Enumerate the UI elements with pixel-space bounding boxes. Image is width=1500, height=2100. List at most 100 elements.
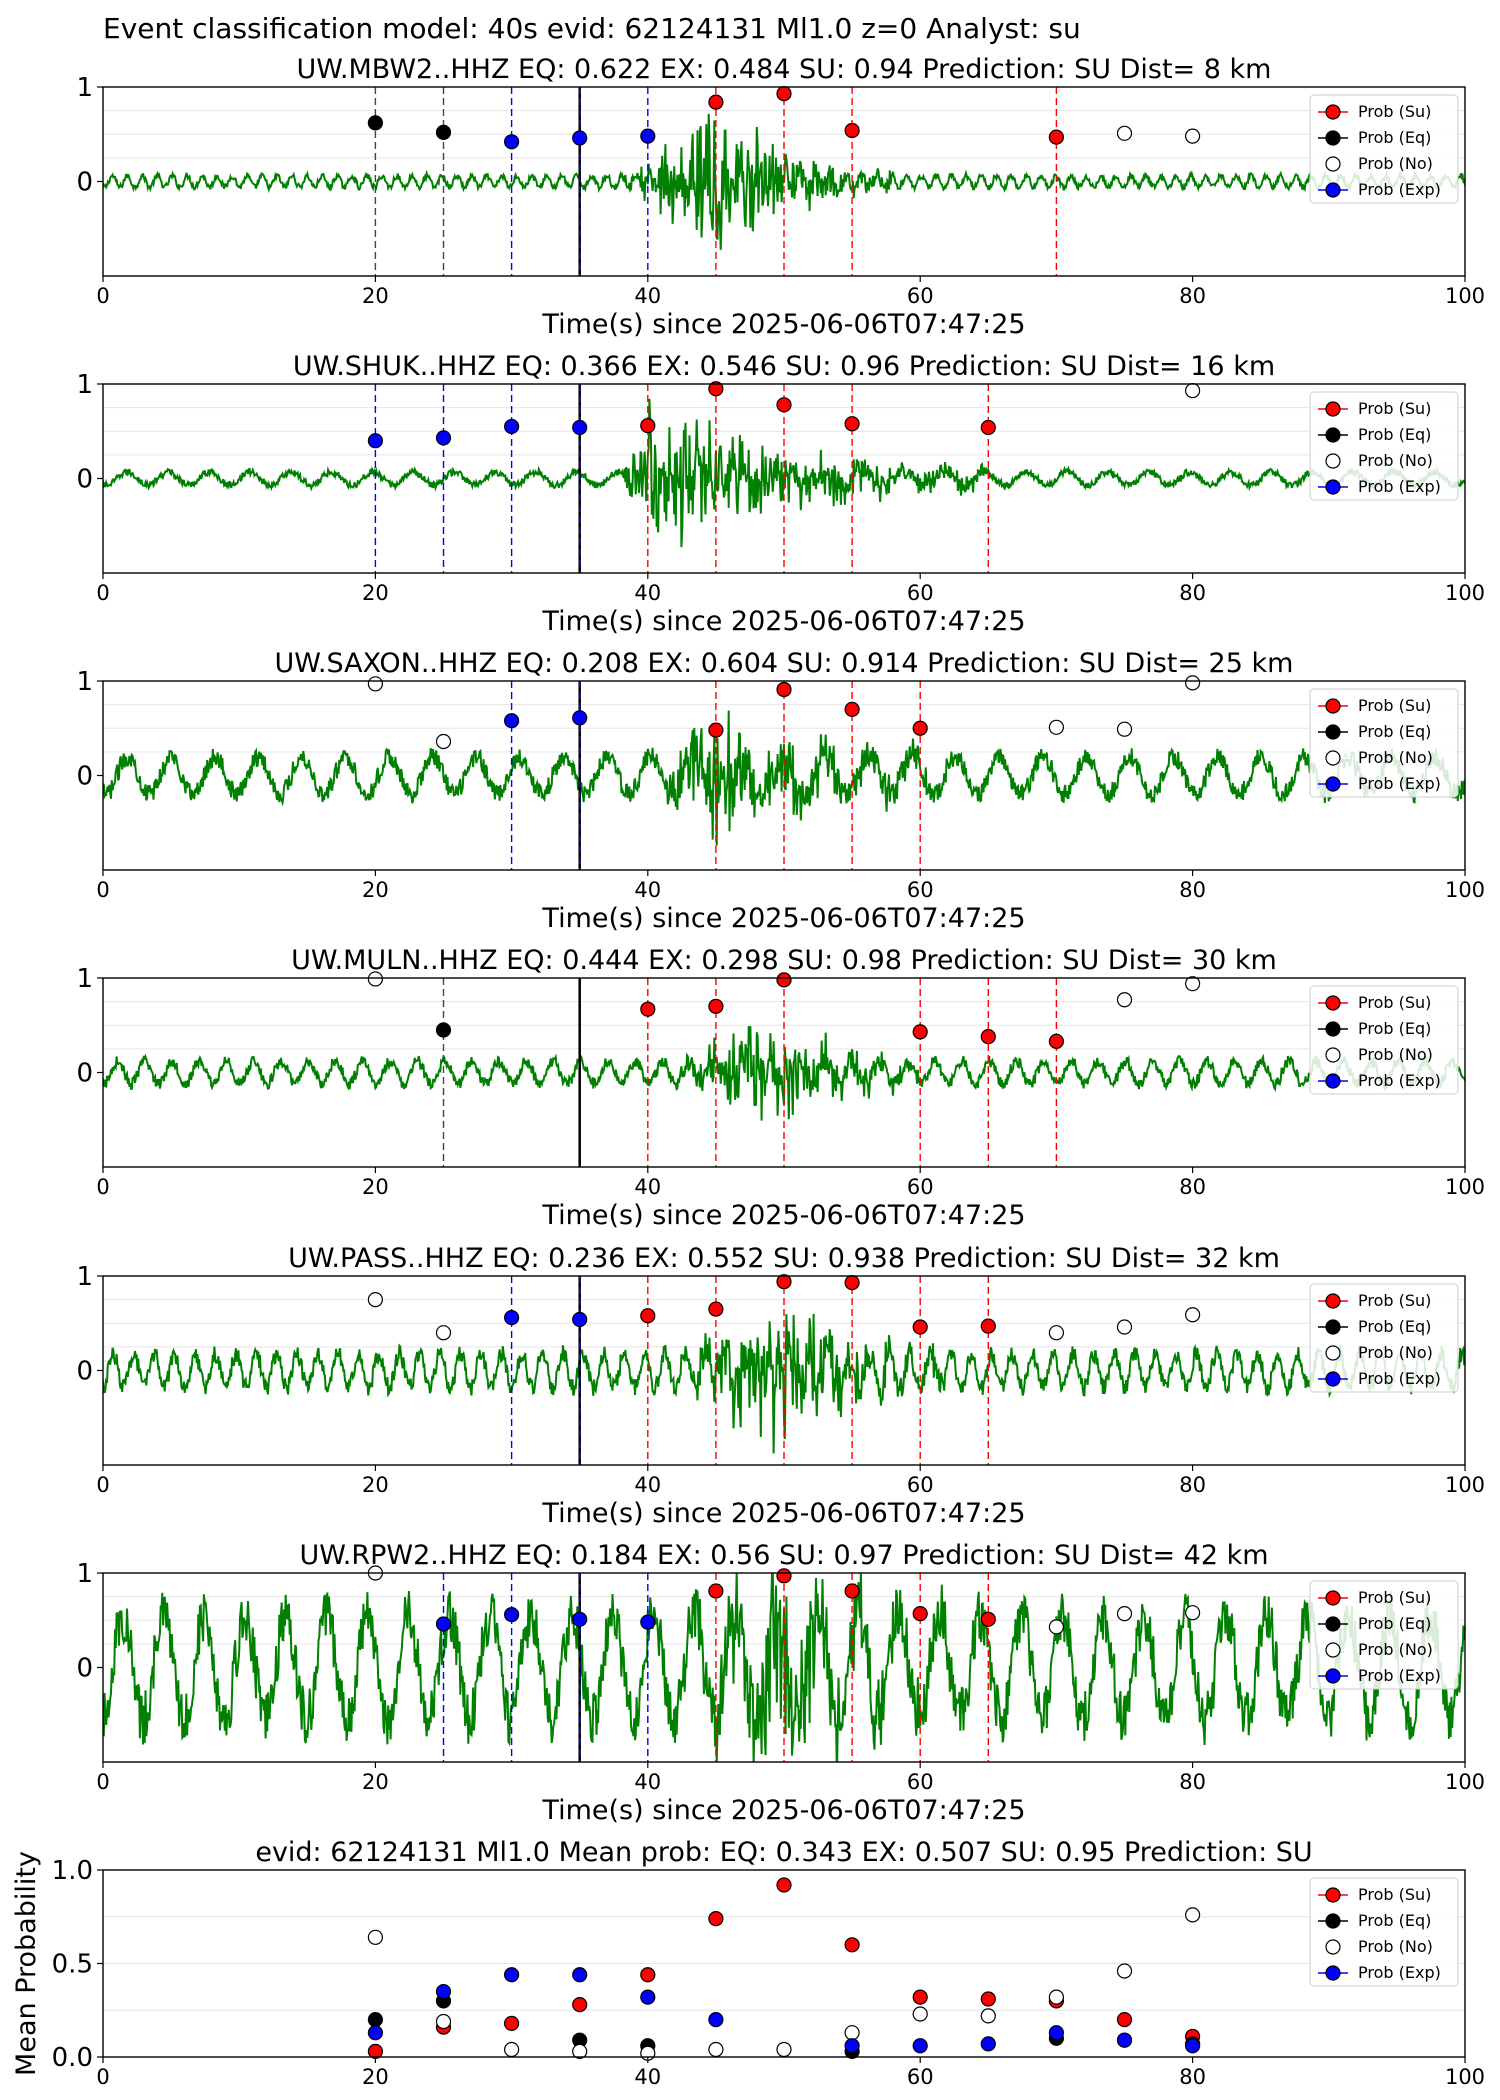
point-no bbox=[912, 2006, 928, 2022]
legend-label: Prob (Exp) bbox=[1358, 1666, 1441, 1685]
y-tick-label: 0.5 bbox=[52, 1950, 93, 1980]
point-su bbox=[776, 1568, 792, 1584]
x-tick-label: 20 bbox=[362, 581, 389, 605]
point-no bbox=[367, 1292, 383, 1308]
point-no bbox=[1116, 1963, 1133, 1979]
legend-label: Prob (No) bbox=[1358, 154, 1433, 173]
legend-label: Prob (Exp) bbox=[1358, 1369, 1441, 1388]
y-tick-label: 0.0 bbox=[52, 2043, 93, 2073]
legend-box bbox=[1309, 688, 1459, 798]
legend-label: Prob (Exp) bbox=[1358, 1963, 1441, 1982]
point-su bbox=[844, 1937, 860, 1953]
x-tick-label: 60 bbox=[907, 1175, 934, 1199]
legend-marker bbox=[1325, 724, 1341, 740]
x-tick-label: 100 bbox=[1445, 878, 1485, 902]
panel-title: UW.MULN..HHZ EQ: 0.444 EX: 0.298 SU: 0.9… bbox=[291, 945, 1277, 976]
point-exp bbox=[504, 713, 520, 729]
point-su bbox=[776, 681, 792, 698]
point-su bbox=[776, 972, 792, 988]
point-no bbox=[1184, 383, 1201, 399]
legend: Prob (Su) Prob (Eq) Prob (No) Prob (Exp) bbox=[1309, 1580, 1459, 1690]
legend-marker bbox=[1325, 1047, 1341, 1063]
y-tick-label: 1.0 bbox=[52, 1856, 93, 1886]
point-no bbox=[1116, 992, 1133, 1008]
plot-area bbox=[103, 681, 1465, 870]
x-tick-label: 80 bbox=[1179, 1175, 1206, 1199]
point-eq bbox=[367, 2011, 383, 2028]
legend-label: Prob (Su) bbox=[1358, 993, 1431, 1012]
point-exp bbox=[572, 1311, 588, 1328]
legend-label: Prob (Su) bbox=[1358, 696, 1431, 715]
x-tick-label: 100 bbox=[1445, 1770, 1485, 1794]
legend-label: Prob (No) bbox=[1358, 1937, 1433, 1956]
point-no bbox=[1116, 721, 1133, 737]
x-tick-label: 40 bbox=[634, 581, 661, 605]
legend-label: Prob (Exp) bbox=[1358, 1071, 1441, 1090]
x-tick-label: 20 bbox=[362, 284, 389, 308]
point-su bbox=[1048, 1033, 1065, 1049]
point-su bbox=[1048, 129, 1065, 145]
x-tick-label: 60 bbox=[907, 284, 934, 308]
legend-marker bbox=[1325, 1590, 1341, 1606]
legend-label: Prob (No) bbox=[1358, 1640, 1433, 1659]
x-tick-label: 40 bbox=[634, 1175, 661, 1199]
point-no bbox=[435, 2013, 452, 2030]
plot-area bbox=[103, 1276, 1465, 1465]
x-tick-label: 100 bbox=[1445, 1473, 1485, 1497]
point-no bbox=[708, 2041, 724, 2058]
point-exp bbox=[1116, 2032, 1133, 2048]
point-exp bbox=[504, 1309, 520, 1326]
legend-box bbox=[1309, 1580, 1459, 1690]
legend-marker bbox=[1325, 401, 1341, 417]
point-no bbox=[1048, 719, 1065, 735]
legend-marker bbox=[1325, 130, 1341, 146]
point-exp bbox=[435, 1983, 452, 2000]
point-exp bbox=[504, 134, 520, 150]
point-su bbox=[844, 701, 860, 717]
x-tick-label: 100 bbox=[1445, 284, 1485, 308]
plot-area bbox=[103, 384, 1465, 573]
panel-title: UW.RPW2..HHZ EQ: 0.184 EX: 0.56 SU: 0.97… bbox=[299, 1540, 1268, 1571]
point-su bbox=[776, 397, 792, 413]
x-tick-label: 100 bbox=[1445, 581, 1485, 605]
legend-label: Prob (Eq) bbox=[1358, 1317, 1431, 1336]
legend-label: Prob (No) bbox=[1358, 451, 1433, 470]
point-eq bbox=[435, 124, 452, 140]
legend-label: Prob (Su) bbox=[1358, 1885, 1431, 1904]
point-exp bbox=[912, 2038, 928, 2054]
chart-panel-2: UW.SHUK..HHZ EQ: 0.366 EX: 0.546 SU: 0.9… bbox=[76, 351, 1485, 637]
legend-marker bbox=[1325, 995, 1341, 1011]
point-su bbox=[708, 1301, 724, 1317]
point-su bbox=[844, 122, 860, 139]
x-tick-label: 40 bbox=[634, 1473, 661, 1497]
x-tick-label: 80 bbox=[1179, 878, 1206, 902]
legend-label: Prob (No) bbox=[1358, 748, 1433, 767]
chart-panel-5: UW.PASS..HHZ EQ: 0.236 EX: 0.552 SU: 0.9… bbox=[76, 1243, 1485, 1529]
point-no bbox=[1116, 125, 1133, 141]
point-exp bbox=[1048, 2025, 1065, 2041]
point-su bbox=[776, 1274, 792, 1290]
x-tick-label: 40 bbox=[634, 878, 661, 902]
point-su bbox=[708, 722, 724, 738]
point-exp bbox=[640, 1614, 656, 1630]
point-no bbox=[844, 2025, 860, 2041]
x-tick-label: 60 bbox=[907, 1770, 934, 1794]
x-tick-label: 60 bbox=[907, 878, 934, 902]
waveform-trace bbox=[103, 113, 1465, 250]
legend-marker bbox=[1325, 1021, 1341, 1037]
legend-marker bbox=[1325, 1965, 1341, 1981]
point-su bbox=[980, 419, 996, 436]
point-exp bbox=[572, 419, 588, 436]
legend-marker bbox=[1325, 1616, 1341, 1632]
chart-panel-7: evid: 62124131 Ml1.0 Mean prob: EQ: 0.34… bbox=[11, 1837, 1485, 2089]
legend: Prob (Su) Prob (Eq) Prob (No) Prob (Exp) bbox=[1309, 1877, 1459, 1987]
point-exp bbox=[1184, 2038, 1201, 2054]
y-tick-label: 1 bbox=[76, 1262, 93, 1292]
x-tick-label: 0 bbox=[96, 1473, 109, 1497]
x-axis-label: Time(s) since 2025-06-06T07:47:25 bbox=[541, 309, 1025, 340]
panel-title: evid: 62124131 Ml1.0 Mean prob: EQ: 0.34… bbox=[255, 1837, 1312, 1868]
point-exp bbox=[640, 1989, 656, 2005]
x-tick-label: 60 bbox=[907, 2065, 934, 2089]
legend-box bbox=[1309, 391, 1459, 501]
legend-marker bbox=[1325, 453, 1341, 469]
